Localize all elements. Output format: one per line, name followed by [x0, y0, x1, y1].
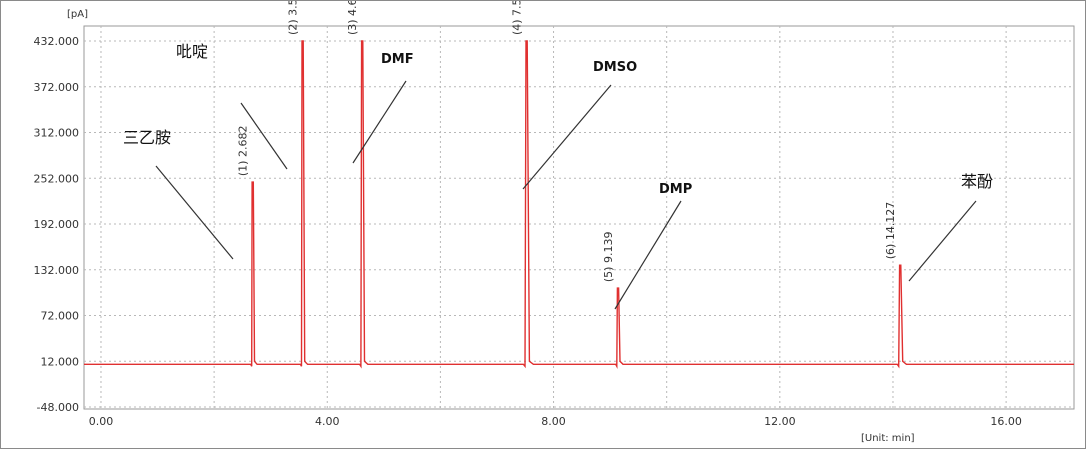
y-axis-unit: [pA] — [67, 9, 88, 20]
annotation-leader-line — [155, 165, 234, 260]
annotation-leader-line — [352, 80, 407, 164]
plot-area — [83, 25, 1075, 410]
x-tick-label: 16.00 — [990, 415, 1022, 428]
x-tick-label: 12.00 — [764, 415, 796, 428]
y-tick-label: 252.000 — [34, 172, 80, 185]
annotation-label: 苯酚 — [961, 172, 993, 191]
y-tick-label: -48.000 — [37, 401, 79, 414]
annotation-label: DMSO — [593, 60, 637, 75]
annotation-label: DMP — [659, 182, 692, 197]
peak-label: (3) 4.617 — [346, 1, 359, 35]
peak-labels: (1) 2.682 (2) 3.565 (3) 4.617 (4) 7.523 (5) … — [237, 1, 898, 282]
annotation-leader-line — [240, 102, 288, 170]
annotation-leader-line — [614, 200, 682, 310]
annotation-label: 三乙胺 — [123, 128, 171, 147]
y-tick-label: 192.000 — [34, 218, 80, 231]
peak-label: (2) 3.565 — [287, 1, 300, 35]
grid-lines — [84, 26, 1074, 409]
y-tick-label: 72.000 — [41, 310, 80, 323]
annotation-label: 吡啶 — [176, 42, 208, 61]
peak-label: (5) 9.139 — [602, 232, 615, 283]
y-tick-label: 12.000 — [41, 355, 80, 368]
compound-annotations: 三乙胺 吡啶 DMF DMSO DMP 苯酚 — [123, 42, 993, 310]
x-tick-label: 8.00 — [541, 415, 566, 428]
x-tick-label: 4.00 — [315, 415, 340, 428]
x-tick-label: 0.00 — [89, 415, 114, 428]
y-axis-ticks: 432.000 372.000 312.000 252.000 192.000 132.0… — [34, 35, 80, 414]
x-axis-ticks: 0.00 4.00 8.00 12.00 16.00 — [89, 415, 1022, 428]
chromatogram-trace — [84, 40, 1074, 369]
peak-label: (4) 7.523 — [511, 1, 524, 35]
y-tick-label: 432.000 — [34, 35, 80, 48]
x-axis-unit: [Unit: min] — [861, 433, 915, 444]
annotation-label: DMF — [381, 52, 414, 67]
y-tick-label: 132.000 — [34, 264, 80, 277]
peak-label: (1) 2.682 — [237, 126, 250, 177]
y-tick-label: 312.000 — [34, 127, 80, 140]
peak-label: (6) 14.127 — [884, 202, 897, 260]
annotation-leader-line — [522, 84, 612, 190]
annotation-leader-line — [908, 200, 977, 282]
y-tick-label: 372.000 — [34, 81, 80, 94]
